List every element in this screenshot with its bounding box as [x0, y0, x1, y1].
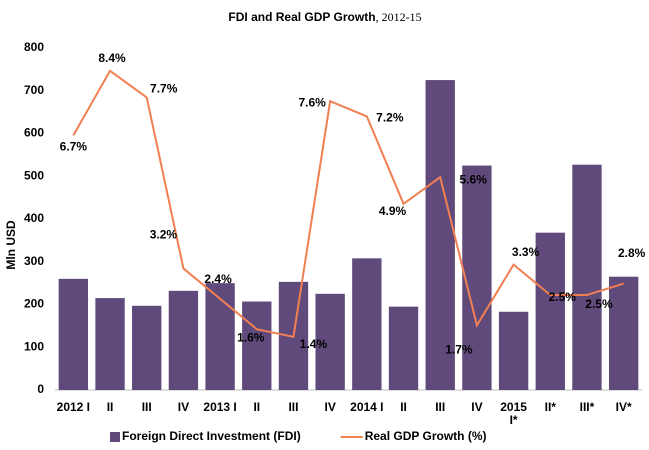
- data-label: 7.6%: [298, 95, 326, 109]
- y-tick-label: 0: [37, 382, 44, 396]
- x-tick-label: IV: [324, 400, 335, 414]
- y-tick-label: 700: [24, 83, 44, 97]
- data-label: 3.3%: [512, 245, 540, 259]
- y-tick-label: 200: [24, 297, 44, 311]
- bar: [242, 301, 272, 390]
- y-tick-label: 800: [24, 40, 44, 54]
- data-label: 4.9%: [379, 204, 407, 218]
- data-label: 1.7%: [445, 343, 473, 357]
- bar: [58, 278, 89, 390]
- bar: [352, 258, 382, 390]
- y-tick-label: 100: [24, 339, 44, 353]
- bar: [425, 80, 455, 390]
- x-tick-label: II: [253, 400, 260, 414]
- x-tick-label: III: [435, 400, 445, 414]
- data-label: 1.4%: [300, 337, 328, 351]
- title-main: FDI and Real GDP Growth: [228, 10, 375, 24]
- legend-label: Real GDP Growth (%): [365, 429, 487, 443]
- data-label: 7.2%: [376, 111, 404, 125]
- x-tick-label: II: [400, 400, 407, 414]
- bar: [572, 164, 602, 390]
- chart-title: FDI and Real GDP Growth, 2012-15: [228, 10, 421, 24]
- bar: [168, 290, 199, 390]
- y-axis-label: Mln USD: [4, 220, 18, 270]
- line: [72, 69, 624, 338]
- x-tick-label: II*: [545, 400, 557, 414]
- x-tick-label: 2015 I*: [500, 400, 527, 427]
- data-label: 7.7%: [150, 82, 178, 96]
- x-tick-label: III: [142, 400, 152, 414]
- data-label: 2.5%: [549, 290, 577, 304]
- bar: [205, 283, 235, 390]
- data-label: 2.8%: [618, 246, 646, 260]
- y-tick-label: 400: [24, 211, 44, 225]
- y-tick-label: 300: [24, 254, 44, 268]
- x-tick-label-line: 2015: [500, 400, 527, 414]
- title-suffix: , 2012-15: [376, 10, 422, 24]
- x-tick-label: III*: [580, 400, 595, 414]
- bar: [132, 305, 162, 390]
- x-tick-label: IV*: [616, 400, 632, 414]
- bar: [462, 165, 492, 390]
- data-label: 8.4%: [98, 51, 126, 65]
- y-tick-label: 600: [24, 126, 44, 140]
- data-label: 6.7%: [60, 140, 88, 154]
- x-tick-label: III: [288, 400, 298, 414]
- x-tick-label: 2013 I: [203, 400, 236, 414]
- x-tick-label: 2014 I: [350, 400, 383, 414]
- x-tick-label: IV: [178, 400, 189, 414]
- x-tick-label: IV: [471, 400, 482, 414]
- bar: [315, 293, 345, 390]
- data-label: 3.2%: [150, 228, 178, 242]
- bar: [535, 232, 565, 390]
- y-tick-label: 500: [24, 168, 44, 182]
- data-label: 2.4%: [204, 272, 232, 286]
- bar: [95, 298, 125, 390]
- legend-label: Foreign Direct Investment (FDI): [122, 429, 301, 443]
- bar: [608, 276, 639, 390]
- x-tick-label: 2012 I: [57, 400, 90, 414]
- x-tick-label: II: [107, 400, 114, 414]
- bar: [388, 306, 419, 390]
- data-label: 2.5%: [585, 297, 613, 311]
- legend-swatch: [110, 432, 120, 442]
- data-label: 5.6%: [460, 172, 488, 186]
- bar: [498, 311, 529, 390]
- x-tick-label-line: I*: [510, 413, 518, 427]
- data-label: 1.6%: [237, 330, 265, 344]
